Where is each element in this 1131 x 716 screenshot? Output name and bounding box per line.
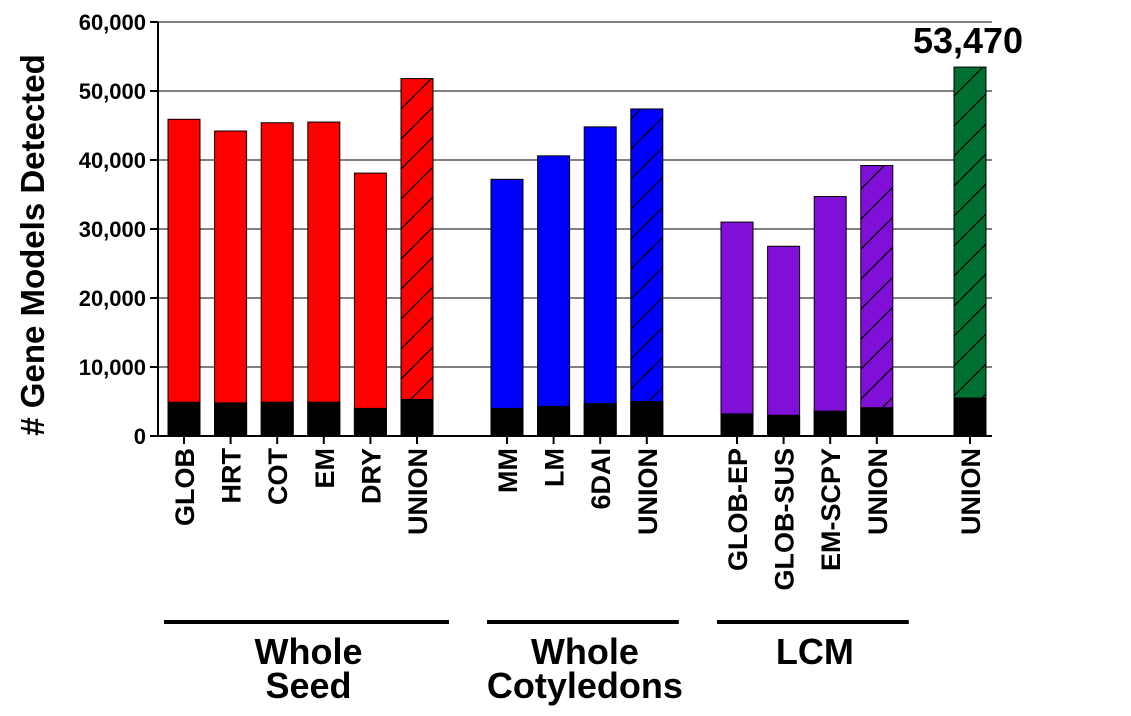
bar-base-segment (953, 397, 987, 437)
grid-lines (158, 21, 992, 368)
y-tick-label: 50,000 (79, 79, 146, 104)
bar-6dai (583, 126, 617, 437)
bar-hatch (630, 108, 663, 402)
category-label: GLOB-SUS (770, 448, 800, 591)
bar-glob (167, 118, 201, 437)
category-label: GLOB-EP (723, 448, 753, 571)
bar-hrt (214, 130, 248, 437)
category-label: DRY (356, 448, 386, 504)
category-label: HRT (217, 448, 247, 504)
bar-base-segment (307, 401, 341, 437)
category-labels: GLOB HRT COT EM DRY UNION MM LM 6DAI UNION GLOB-EP… (170, 448, 986, 591)
bars (167, 66, 987, 437)
bar-lm (537, 155, 571, 437)
union-total-annotation: 53,470 (913, 20, 1023, 61)
y-tick-label: 30,000 (79, 217, 146, 242)
bar-base-segment (260, 401, 294, 437)
y-tick-label: 60,000 (79, 10, 146, 35)
category-label: MM (493, 448, 523, 493)
category-label: 6DAI (586, 448, 616, 510)
group-label: Whole (255, 631, 363, 672)
bar-base-segment (167, 401, 201, 437)
bar-base-segment (537, 405, 571, 437)
y-tick-labels: 0 10,000 20,000 30,000 40,000 50,000 60,000 (79, 10, 146, 449)
bar-glob-ep (720, 221, 754, 437)
category-label: UNION (863, 448, 893, 535)
bar-hatch (401, 78, 433, 400)
bar-base-segment (767, 414, 801, 437)
bar-dry (353, 172, 387, 437)
bar-base-segment (400, 398, 434, 437)
bar-em-scpy (813, 196, 847, 437)
category-label: LM (540, 448, 570, 487)
axes (150, 21, 992, 444)
group-label: Cotyledons (487, 665, 683, 706)
bar-base-segment (813, 410, 847, 437)
group-label: LCM (776, 631, 854, 672)
y-tick-label: 40,000 (79, 148, 146, 173)
category-label: EM (310, 448, 340, 489)
bar-base-segment (490, 407, 524, 437)
bar-mm (490, 178, 524, 437)
bar-base-segment (720, 413, 754, 437)
bar-em (307, 121, 341, 437)
bar-base-segment (630, 401, 664, 437)
category-label: GLOB (170, 448, 200, 526)
category-label: COT (263, 448, 293, 506)
category-label: UNION (633, 448, 663, 535)
bar-base-segment (860, 407, 894, 437)
category-label: UNION (956, 448, 986, 535)
group-label: Whole (531, 631, 639, 672)
y-tick-label: 0 (134, 424, 146, 449)
bar-cot (260, 122, 294, 437)
y-tick-label: 10,000 (79, 355, 146, 380)
bar-hatch (860, 165, 893, 408)
bar-base-segment (583, 403, 617, 437)
y-axis-label: # Gene Models Detected (14, 54, 51, 435)
group-label: Seed (265, 665, 351, 706)
bar-base-segment (353, 407, 387, 437)
bar-base-segment (214, 402, 248, 437)
bar-hatch (954, 67, 986, 399)
category-label: EM-SCPY (816, 448, 846, 571)
bar-glob-sus (767, 245, 801, 437)
y-tick-label: 20,000 (79, 286, 146, 311)
category-label: UNION (403, 448, 433, 535)
